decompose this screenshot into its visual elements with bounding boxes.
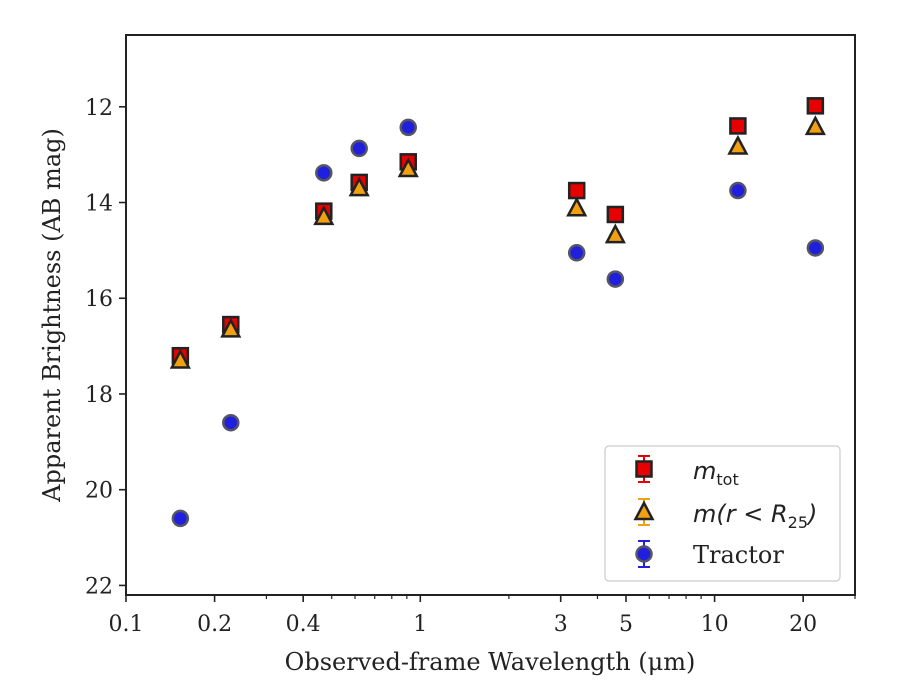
y-tick-label: 16 bbox=[85, 287, 113, 312]
legend-tractor-point bbox=[635, 545, 653, 563]
x-tick-label: 0.1 bbox=[109, 612, 144, 637]
mtot-point bbox=[806, 97, 825, 115]
tractor-point bbox=[171, 509, 190, 528]
tractor-point bbox=[222, 413, 240, 432]
mtot-point bbox=[729, 117, 747, 135]
x-axis-title: Observed-frame Wavelength (μm) bbox=[285, 648, 696, 676]
x-tick-label: 10 bbox=[701, 612, 729, 637]
y-tick-label: 12 bbox=[85, 96, 113, 121]
m-r-r25-point bbox=[804, 115, 826, 136]
y-axis-title: Apparent Brightness (AB mag) bbox=[38, 128, 66, 503]
y-tick-label: 22 bbox=[85, 574, 113, 599]
m-r-r25-point bbox=[397, 157, 419, 178]
x-tick-label: 3 bbox=[554, 612, 568, 637]
legend-markers bbox=[633, 455, 655, 568]
x-tick-label: 5 bbox=[619, 612, 633, 637]
m-r-r25-point bbox=[566, 196, 588, 217]
mtot-point bbox=[567, 181, 586, 200]
plot-frame bbox=[125, 34, 856, 596]
legend: mtot m(r < R25) Tractor bbox=[604, 445, 841, 582]
m-r-r25-point bbox=[313, 205, 335, 226]
m-r-r25-point bbox=[220, 317, 242, 338]
m-r-r25-point bbox=[727, 134, 749, 155]
tractor-point bbox=[315, 164, 333, 182]
x-tick-label: 1 bbox=[413, 612, 427, 637]
legend-label-mtot: mtot bbox=[693, 457, 739, 489]
m-r-r25-point bbox=[348, 176, 370, 197]
tractor-point bbox=[399, 118, 417, 137]
x-tick-label: 0.2 bbox=[197, 612, 232, 637]
tractor-point bbox=[806, 239, 825, 257]
data-marks bbox=[169, 97, 826, 528]
legend-mtot-point bbox=[635, 460, 653, 478]
y-tick-label: 18 bbox=[85, 383, 113, 408]
m-r-r25-point bbox=[604, 223, 626, 244]
x-axis: 0.1 0.2 0.4 1 3 5 10 20 bbox=[109, 595, 856, 637]
legend-m-r-r25-point bbox=[633, 500, 655, 521]
y-axis: 12 14 16 18 20 22 bbox=[85, 96, 126, 599]
x-tick-label: 0.4 bbox=[286, 612, 321, 637]
legend-label-m-r-r25: m(r < R25) bbox=[693, 500, 817, 532]
y-tick-label: 14 bbox=[85, 192, 113, 217]
legend-label-tractor: Tractor bbox=[693, 541, 784, 569]
tractor-point bbox=[350, 139, 368, 158]
x-tick-label: 20 bbox=[789, 612, 817, 637]
mtot-point bbox=[606, 205, 625, 224]
tractor-point bbox=[606, 270, 625, 288]
y-tick-label: 20 bbox=[85, 479, 113, 504]
m-r-r25-point bbox=[169, 348, 191, 369]
legend-box bbox=[604, 445, 841, 582]
tractor-point bbox=[729, 181, 747, 200]
tractor-point bbox=[567, 244, 586, 262]
